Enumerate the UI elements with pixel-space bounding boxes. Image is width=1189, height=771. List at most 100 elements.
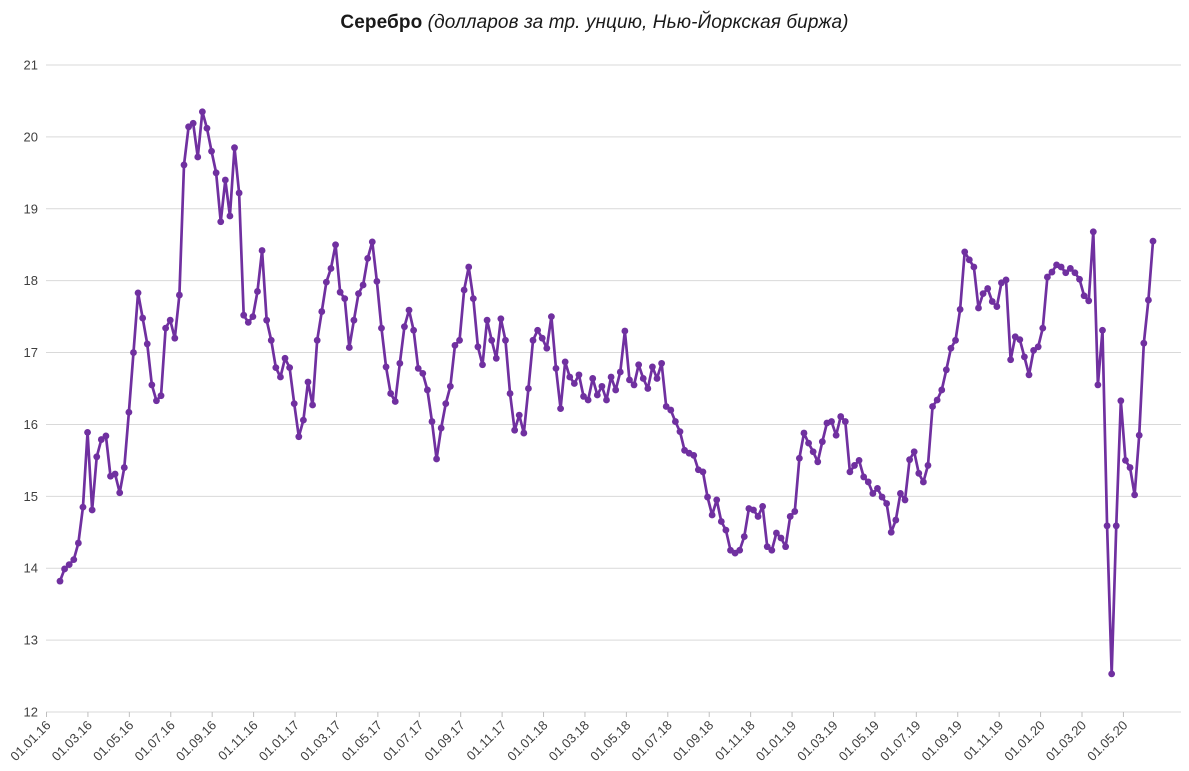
data-point bbox=[111, 470, 119, 478]
data-point bbox=[442, 400, 450, 407]
data-point bbox=[258, 247, 266, 254]
data-point bbox=[1131, 491, 1139, 499]
data-point bbox=[483, 316, 491, 324]
data-point bbox=[965, 256, 973, 264]
data-point bbox=[1076, 275, 1083, 283]
data-point bbox=[134, 289, 142, 297]
x-axis-ticks bbox=[46, 712, 1124, 717]
x-axis-label: 01.09.17 bbox=[421, 718, 467, 764]
data-point bbox=[929, 403, 936, 410]
data-point bbox=[777, 534, 785, 542]
data-point bbox=[166, 316, 174, 324]
chart-title: Серебро (долларов за тр. унцию, Нью-Йорк… bbox=[0, 12, 1189, 34]
y-axis-label: 12 bbox=[24, 705, 38, 720]
data-point bbox=[460, 286, 468, 294]
y-axis-labels: 12 13 14 15 16 17 18 19 20 21 bbox=[24, 58, 38, 720]
data-point bbox=[768, 546, 776, 554]
data-point bbox=[332, 241, 339, 249]
data-point bbox=[139, 314, 147, 322]
x-axis-label: 01.05.19 bbox=[836, 718, 882, 764]
data-point bbox=[56, 577, 64, 585]
data-point bbox=[1048, 268, 1056, 276]
data-point bbox=[143, 340, 151, 348]
data-point bbox=[635, 361, 643, 369]
data-series bbox=[56, 108, 1157, 678]
data-point bbox=[1135, 431, 1143, 439]
data-point bbox=[511, 426, 519, 434]
data-point bbox=[345, 344, 353, 351]
data-point bbox=[116, 489, 124, 497]
data-point bbox=[837, 413, 845, 420]
data-point bbox=[566, 373, 574, 381]
x-axis-label: 01.07.18 bbox=[629, 718, 675, 764]
data-point bbox=[750, 506, 757, 514]
data-point bbox=[915, 469, 923, 477]
data-point bbox=[176, 291, 183, 299]
data-point bbox=[1062, 269, 1070, 277]
data-point bbox=[414, 364, 422, 372]
data-point bbox=[649, 363, 656, 371]
data-point bbox=[1080, 292, 1088, 300]
data-point bbox=[102, 432, 110, 440]
data-point bbox=[272, 364, 280, 372]
data-point bbox=[759, 503, 767, 510]
data-point bbox=[130, 349, 137, 356]
data-point bbox=[740, 533, 748, 540]
data-point bbox=[1039, 324, 1047, 332]
series-line bbox=[58, 110, 1155, 676]
data-point bbox=[795, 454, 803, 462]
data-point bbox=[538, 334, 546, 342]
x-axis-label: 01.03.18 bbox=[546, 718, 592, 764]
data-point bbox=[782, 543, 790, 551]
x-axis-label: 01.05.18 bbox=[587, 718, 633, 764]
data-point bbox=[704, 493, 711, 501]
data-point bbox=[97, 436, 105, 443]
data-point bbox=[368, 238, 376, 246]
data-point bbox=[84, 428, 91, 436]
data-point bbox=[244, 318, 252, 326]
data-point bbox=[277, 373, 284, 381]
x-axis-label: 01.11.18 bbox=[712, 718, 758, 764]
data-point bbox=[864, 478, 872, 486]
x-axis-label: 01.07.19 bbox=[877, 718, 923, 764]
data-point bbox=[763, 543, 771, 551]
data-point bbox=[456, 336, 463, 344]
data-point bbox=[419, 370, 427, 377]
data-point bbox=[1007, 356, 1015, 364]
data-point bbox=[221, 176, 229, 184]
data-point bbox=[676, 428, 684, 436]
data-point bbox=[304, 378, 312, 386]
data-point bbox=[1034, 343, 1042, 351]
data-point bbox=[1094, 381, 1102, 389]
data-point bbox=[327, 265, 335, 272]
x-axis-label: 01.09.19 bbox=[918, 718, 964, 764]
data-point bbox=[437, 424, 445, 432]
data-point bbox=[217, 218, 225, 226]
y-axis-label: 14 bbox=[24, 561, 38, 576]
data-point bbox=[162, 324, 170, 332]
data-point bbox=[254, 288, 261, 295]
data-point bbox=[1117, 397, 1125, 405]
data-point bbox=[919, 478, 927, 486]
data-point bbox=[410, 326, 418, 334]
data-point bbox=[988, 298, 996, 305]
data-point bbox=[952, 336, 959, 344]
data-point bbox=[658, 359, 666, 367]
data-point bbox=[226, 212, 234, 220]
data-point bbox=[318, 308, 326, 315]
data-point bbox=[401, 323, 408, 331]
data-point bbox=[1043, 273, 1051, 281]
data-point bbox=[520, 429, 528, 437]
data-point bbox=[924, 462, 932, 469]
data-point bbox=[185, 123, 192, 131]
y-axis-label: 21 bbox=[24, 58, 38, 73]
data-point bbox=[350, 316, 358, 324]
x-axis-label: 01.05.20 bbox=[1084, 718, 1130, 764]
data-point bbox=[1099, 326, 1106, 334]
x-axis-label: 01.11.17 bbox=[464, 718, 510, 764]
data-point bbox=[88, 506, 96, 514]
data-point bbox=[892, 516, 900, 524]
data-point bbox=[1108, 670, 1116, 678]
data-point bbox=[446, 382, 454, 390]
